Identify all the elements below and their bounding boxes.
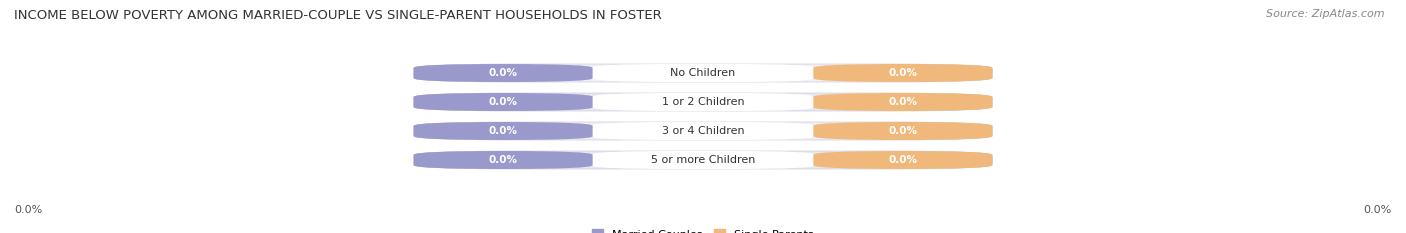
Text: Source: ZipAtlas.com: Source: ZipAtlas.com bbox=[1267, 9, 1385, 19]
Text: 0.0%: 0.0% bbox=[489, 155, 517, 165]
Text: No Children: No Children bbox=[671, 68, 735, 78]
Text: 5 or more Children: 5 or more Children bbox=[651, 155, 755, 165]
FancyBboxPatch shape bbox=[413, 151, 993, 169]
Text: INCOME BELOW POVERTY AMONG MARRIED-COUPLE VS SINGLE-PARENT HOUSEHOLDS IN FOSTER: INCOME BELOW POVERTY AMONG MARRIED-COUPL… bbox=[14, 9, 662, 22]
FancyBboxPatch shape bbox=[813, 151, 993, 169]
Text: 0.0%: 0.0% bbox=[1364, 205, 1392, 215]
Text: 0.0%: 0.0% bbox=[489, 97, 517, 107]
FancyBboxPatch shape bbox=[813, 64, 993, 82]
FancyBboxPatch shape bbox=[413, 122, 593, 140]
Text: 0.0%: 0.0% bbox=[14, 205, 42, 215]
FancyBboxPatch shape bbox=[413, 151, 593, 169]
FancyBboxPatch shape bbox=[413, 64, 593, 82]
Text: 1 or 2 Children: 1 or 2 Children bbox=[662, 97, 744, 107]
Text: 0.0%: 0.0% bbox=[489, 126, 517, 136]
FancyBboxPatch shape bbox=[593, 122, 813, 140]
Text: 0.0%: 0.0% bbox=[889, 155, 917, 165]
Legend: Married Couples, Single Parents: Married Couples, Single Parents bbox=[588, 225, 818, 233]
FancyBboxPatch shape bbox=[593, 93, 813, 111]
Text: 0.0%: 0.0% bbox=[489, 68, 517, 78]
FancyBboxPatch shape bbox=[413, 93, 993, 111]
FancyBboxPatch shape bbox=[813, 122, 993, 140]
FancyBboxPatch shape bbox=[813, 93, 993, 111]
FancyBboxPatch shape bbox=[413, 93, 593, 111]
FancyBboxPatch shape bbox=[413, 122, 993, 140]
Text: 0.0%: 0.0% bbox=[889, 97, 917, 107]
Text: 3 or 4 Children: 3 or 4 Children bbox=[662, 126, 744, 136]
FancyBboxPatch shape bbox=[413, 64, 993, 82]
FancyBboxPatch shape bbox=[593, 64, 813, 82]
FancyBboxPatch shape bbox=[593, 151, 813, 169]
Text: 0.0%: 0.0% bbox=[889, 126, 917, 136]
Text: 0.0%: 0.0% bbox=[889, 68, 917, 78]
